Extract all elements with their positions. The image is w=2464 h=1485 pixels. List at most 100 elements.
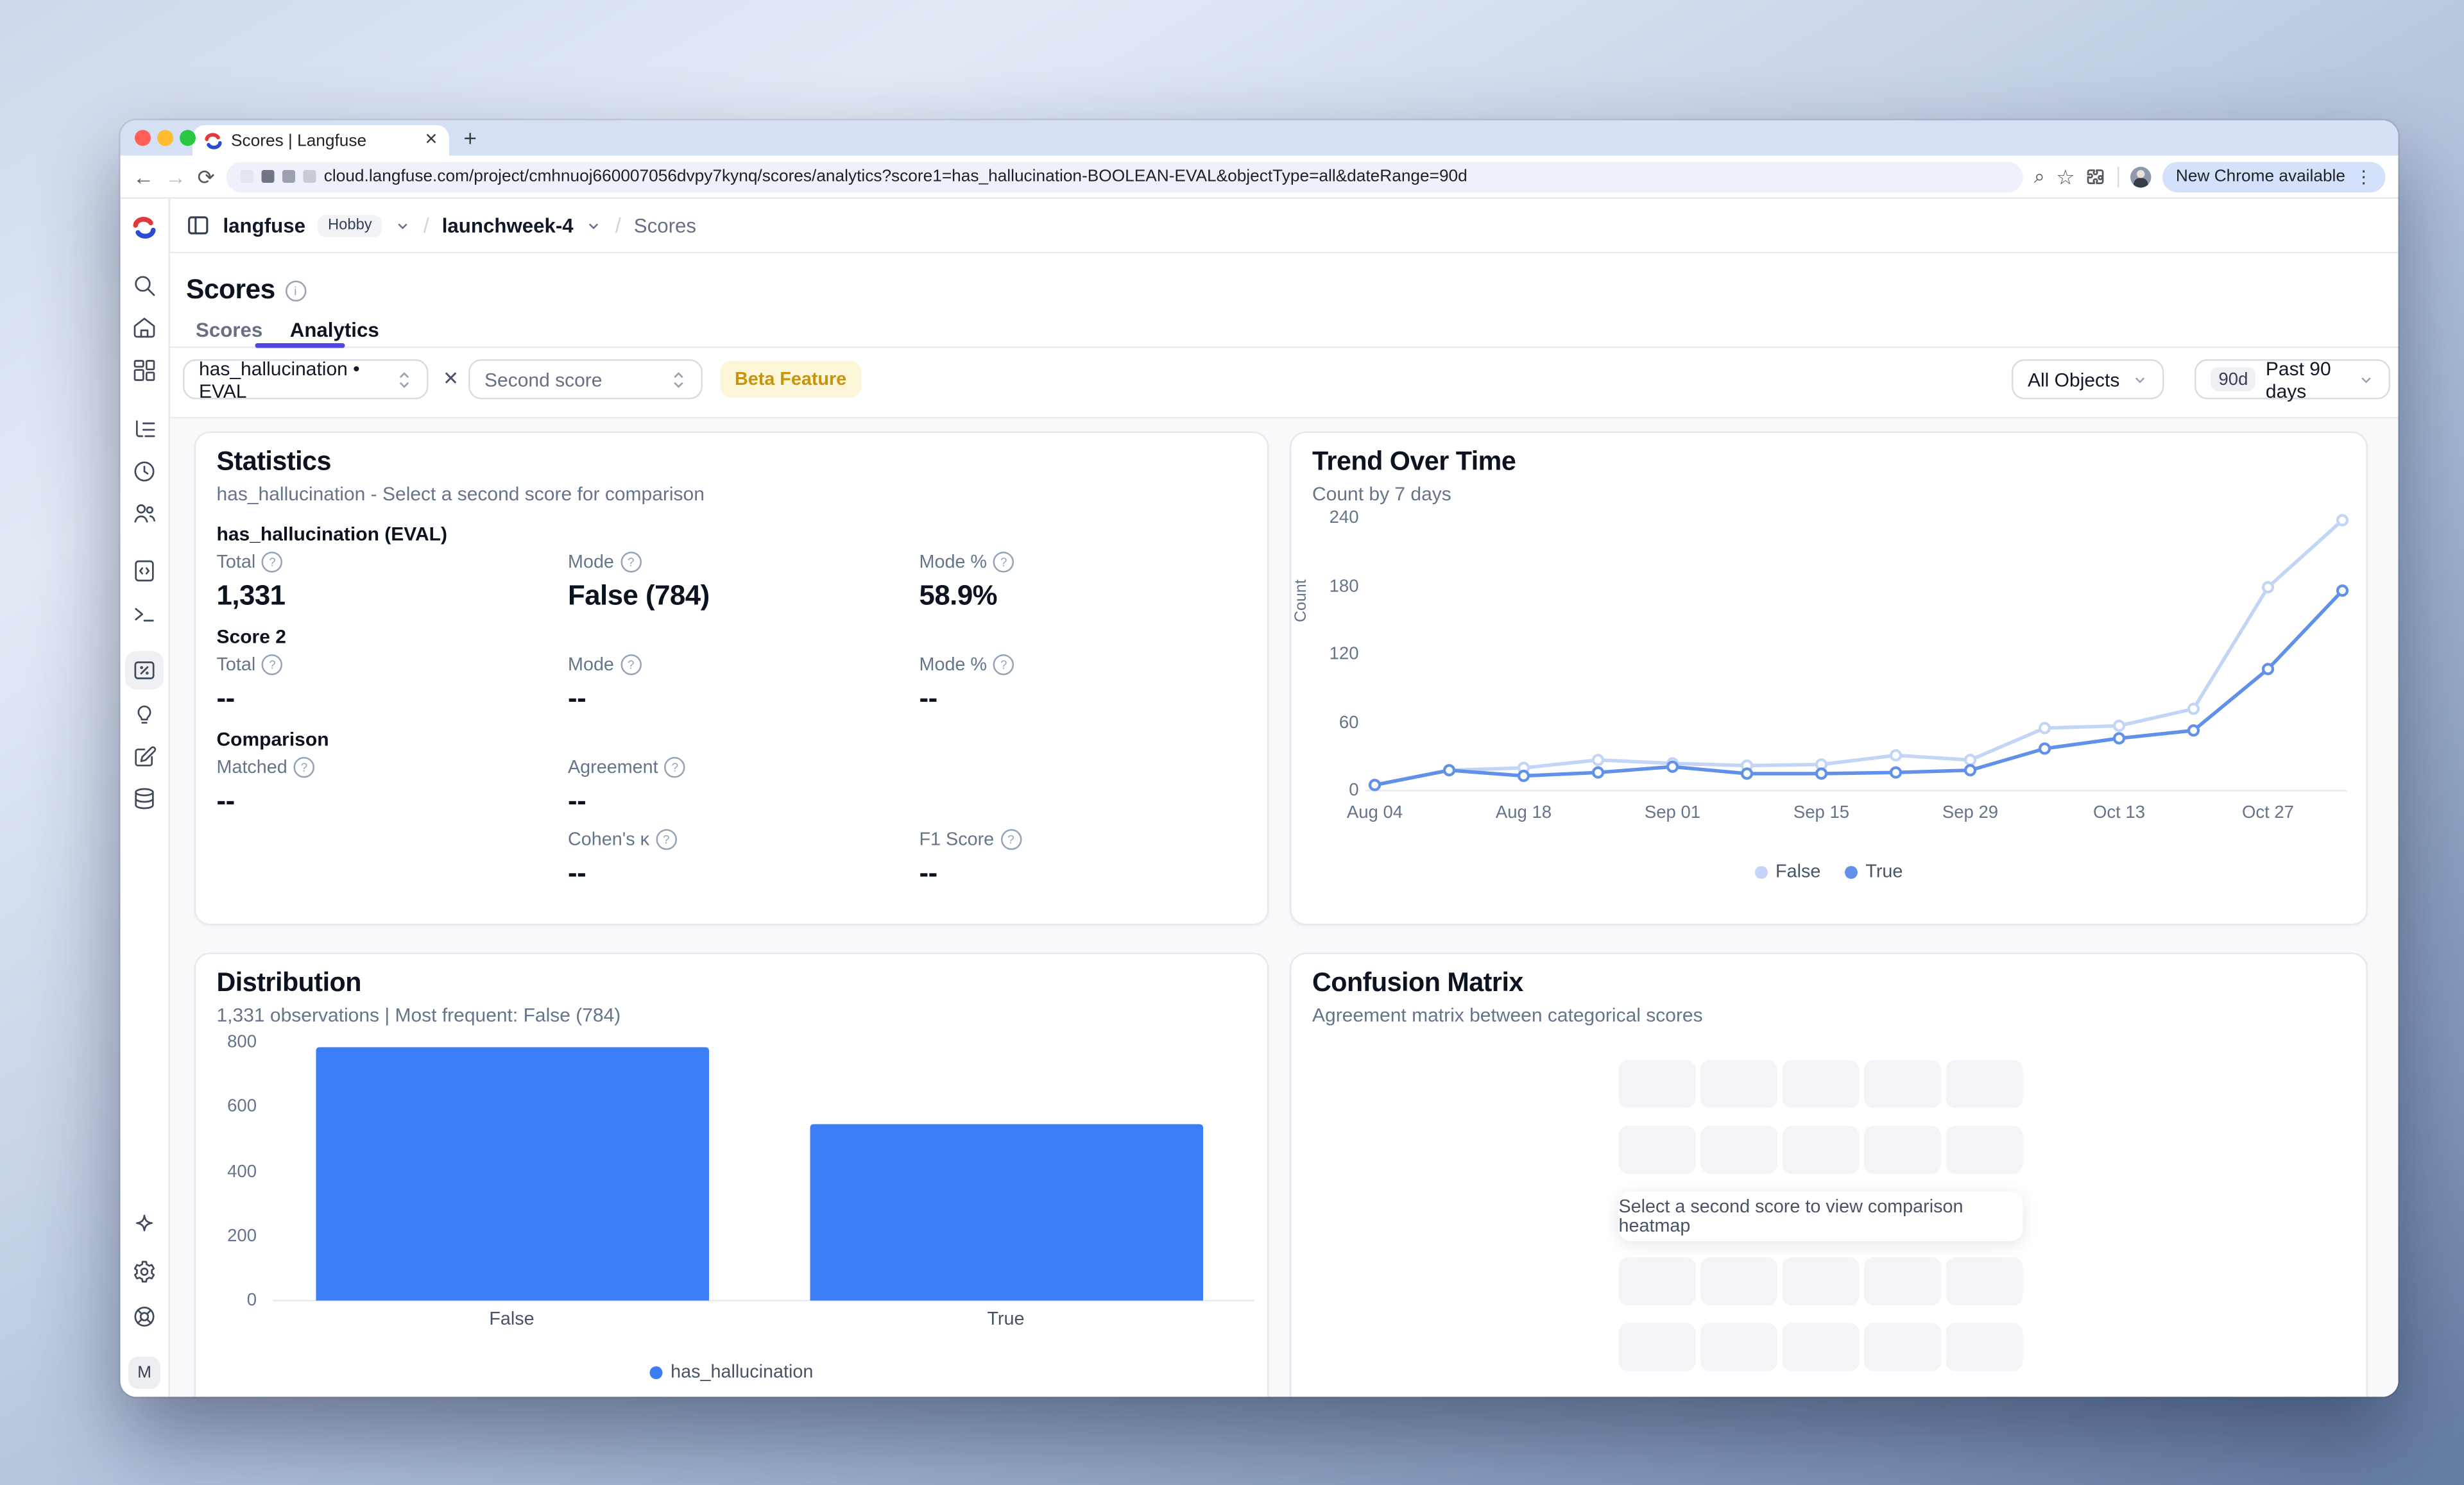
question-icon[interactable]: ? bbox=[655, 829, 677, 850]
toolbar-separator bbox=[2118, 165, 2120, 187]
data-point-false[interactable] bbox=[1964, 754, 1977, 767]
back-icon[interactable]: ← bbox=[133, 164, 155, 189]
bookmark-star-icon[interactable]: ☆ bbox=[2056, 164, 2075, 189]
bar-false[interactable] bbox=[315, 1048, 708, 1301]
data-point-false[interactable] bbox=[2336, 514, 2349, 527]
data-point-false[interactable] bbox=[2112, 719, 2126, 733]
bar-true[interactable] bbox=[809, 1124, 1202, 1301]
tab-analytics[interactable]: Analytics bbox=[289, 319, 379, 342]
project-chevron-down-icon[interactable] bbox=[586, 217, 603, 233]
legend-label: has_hallucination bbox=[671, 1363, 814, 1382]
data-point-false[interactable] bbox=[2261, 581, 2275, 594]
data-point-true[interactable] bbox=[1964, 764, 1977, 777]
window-zoom-button[interactable] bbox=[180, 130, 196, 146]
heatmap-placeholder-tile bbox=[1700, 1060, 1777, 1108]
url-bar[interactable]: cloud.langfuse.com/project/cmhnuoj660007… bbox=[226, 161, 2023, 192]
new-chrome-pill[interactable]: New Chrome available ⋮ bbox=[2162, 161, 2386, 192]
data-point-true[interactable] bbox=[1442, 764, 1456, 777]
data-point-true[interactable] bbox=[2261, 663, 2275, 675]
sessions-clock-icon[interactable] bbox=[132, 459, 157, 484]
extensions-puzzle-icon[interactable] bbox=[2086, 166, 2107, 187]
question-icon[interactable]: ? bbox=[993, 552, 1014, 573]
question-icon[interactable]: ? bbox=[620, 552, 642, 573]
x-tick: Sep 01 bbox=[1644, 803, 1701, 823]
data-point-true[interactable] bbox=[1815, 767, 1828, 780]
info-icon[interactable]: i bbox=[284, 280, 306, 301]
reload-icon[interactable]: ⟳ bbox=[197, 164, 215, 189]
project-name[interactable]: launchweek-4 bbox=[441, 214, 574, 237]
y-tick: 800 bbox=[227, 1033, 257, 1052]
data-point-true[interactable] bbox=[1889, 766, 1903, 779]
distribution-bar-chart[interactable] bbox=[196, 955, 1270, 1397]
chevron-down-icon bbox=[2132, 371, 2148, 387]
user-avatar[interactable]: M bbox=[128, 1357, 160, 1389]
metric-mode-pct2: Mode %? -- bbox=[920, 654, 1260, 715]
tracing-icon[interactable] bbox=[132, 417, 157, 443]
data-point-false[interactable] bbox=[2187, 702, 2200, 715]
org-chevron-down-icon[interactable] bbox=[395, 217, 411, 233]
langfuse-logo-icon[interactable] bbox=[132, 215, 157, 241]
data-point-true[interactable] bbox=[2112, 732, 2126, 745]
data-point-true[interactable] bbox=[2038, 742, 2051, 755]
settings-gear-icon[interactable] bbox=[132, 1259, 157, 1285]
data-point-false[interactable] bbox=[2038, 722, 2051, 734]
data-point-true[interactable] bbox=[2336, 584, 2349, 597]
score2-select[interactable]: Second score bbox=[468, 359, 703, 400]
support-lifebuoy-icon[interactable] bbox=[132, 1304, 157, 1330]
browser-tab[interactable]: Scores | Langfuse ✕ bbox=[193, 125, 449, 156]
sparkle-icon[interactable] bbox=[132, 1212, 157, 1238]
legend-item-true[interactable]: True bbox=[1844, 863, 1903, 882]
object-type-select[interactable]: All Objects bbox=[2012, 359, 2164, 400]
question-icon[interactable]: ? bbox=[293, 757, 315, 778]
new-tab-button[interactable]: + bbox=[463, 125, 477, 151]
zoom-page-icon[interactable]: ⌕ bbox=[2033, 165, 2045, 188]
question-icon[interactable]: ? bbox=[620, 654, 642, 675]
question-icon[interactable]: ? bbox=[1000, 829, 1022, 850]
annotation-pen-icon[interactable] bbox=[132, 744, 157, 770]
question-icon[interactable]: ? bbox=[664, 757, 686, 778]
data-point-true[interactable] bbox=[2187, 724, 2200, 737]
forward-icon[interactable]: → bbox=[165, 164, 187, 189]
data-point-true[interactable] bbox=[1740, 767, 1754, 780]
data-point-false[interactable] bbox=[1591, 754, 1605, 767]
data-point-false[interactable] bbox=[1889, 749, 1903, 762]
trend-line-chart[interactable] bbox=[1292, 433, 2370, 927]
window-minimize-button[interactable] bbox=[157, 130, 173, 146]
date-range-select[interactable]: 90d Past 90 days bbox=[2194, 357, 2390, 402]
question-icon[interactable]: ? bbox=[262, 654, 283, 675]
evaluation-percent-icon[interactable] bbox=[132, 658, 157, 683]
users-icon[interactable] bbox=[132, 500, 157, 526]
legend-item-false[interactable]: False bbox=[1754, 863, 1821, 882]
home-icon[interactable] bbox=[132, 314, 157, 340]
data-point-true[interactable] bbox=[1666, 760, 1679, 773]
profile-avatar[interactable] bbox=[2130, 165, 2152, 187]
legend-dot bbox=[649, 1366, 663, 1379]
org-name[interactable]: langfuse bbox=[223, 214, 306, 237]
sidebar: M bbox=[121, 199, 170, 1397]
question-icon[interactable]: ? bbox=[993, 654, 1014, 675]
tab-close-icon[interactable]: ✕ bbox=[424, 132, 438, 149]
legend-label: False bbox=[1775, 863, 1821, 882]
x-tick: Aug 18 bbox=[1495, 803, 1552, 823]
data-point-true[interactable] bbox=[1591, 766, 1605, 779]
datasets-database-icon[interactable] bbox=[132, 786, 157, 811]
data-point-true[interactable] bbox=[1517, 769, 1530, 783]
score1-select[interactable]: has_hallucination • EVAL bbox=[183, 357, 429, 402]
dashboard-icon[interactable] bbox=[132, 358, 157, 384]
data-point-true[interactable] bbox=[1368, 779, 1382, 792]
redacted-block bbox=[282, 170, 295, 183]
question-icon[interactable]: ? bbox=[262, 552, 283, 573]
sidebar-toggle-icon[interactable] bbox=[186, 214, 210, 238]
y-tick: 200 bbox=[227, 1226, 257, 1246]
clear-score1-icon[interactable]: ✕ bbox=[443, 367, 459, 390]
new-chrome-label: New Chrome available bbox=[2175, 167, 2345, 186]
kebab-menu-icon[interactable]: ⋮ bbox=[2355, 167, 2373, 187]
window-close-button[interactable] bbox=[135, 130, 151, 146]
tab-scores[interactable]: Scores bbox=[196, 319, 263, 342]
playground-terminal-icon[interactable] bbox=[132, 602, 157, 627]
confusion-title: Confusion Matrix bbox=[1312, 969, 1523, 997]
prompts-file-code-icon[interactable] bbox=[132, 558, 157, 584]
lightbulb-icon[interactable] bbox=[132, 701, 157, 727]
search-icon[interactable] bbox=[132, 273, 157, 298]
metric-total: Total? 1,331 bbox=[216, 552, 286, 611]
